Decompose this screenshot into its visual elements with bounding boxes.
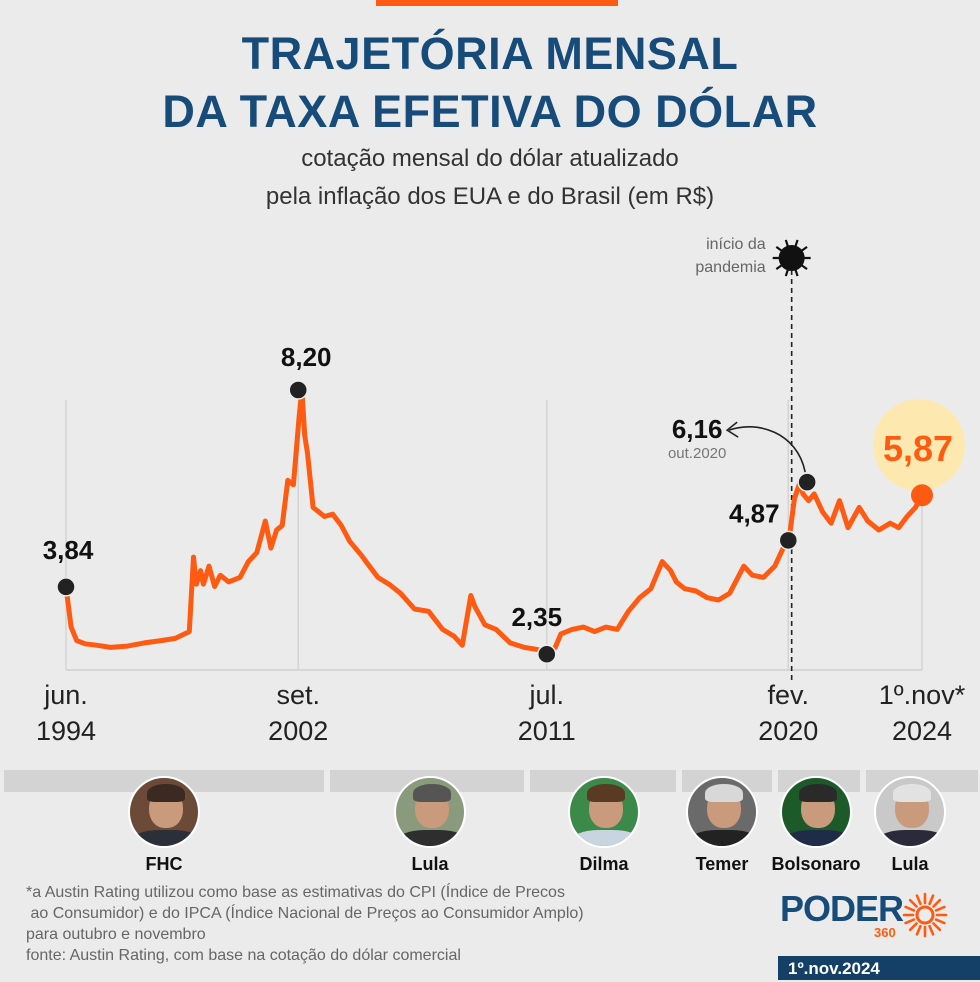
data-label: 3,84 <box>43 535 94 565</box>
x-tick-label: fev. <box>768 680 810 710</box>
avatar <box>874 776 946 848</box>
publication-date: 1º.nov.2024 <box>778 956 980 980</box>
data-point-marker <box>778 530 799 551</box>
data-label: 4,87 <box>729 498 780 528</box>
data-point-marker <box>288 380 308 400</box>
data-point-marker <box>56 577 76 597</box>
president-name: Bolsonaro <box>771 854 861 874</box>
data-label: 8,20 <box>281 342 332 372</box>
event-label-line1: início da <box>706 236 766 253</box>
x-tick-year: 1994 <box>36 716 96 746</box>
event-label-line2: pandemia <box>695 259 765 276</box>
president-name: Temer <box>695 854 749 874</box>
president-lula-2: Lula <box>855 776 965 875</box>
poder360-logo: PODER 360 <box>780 888 948 940</box>
data-label: 2,35 <box>511 602 562 632</box>
top-accent-bar <box>376 0 618 6</box>
subtitle-line-1: cotação mensal do dólar atualizado <box>301 145 679 172</box>
president-dilma: Dilma <box>549 776 659 875</box>
x-tick-year: 2020 <box>758 716 818 746</box>
president-bolsonaro: Bolsonaro <box>761 776 871 875</box>
x-tick-label: jul. <box>529 680 565 710</box>
series-line-dollar-rate <box>63 387 925 657</box>
footnote-line: para outubro e novembro <box>26 926 206 943</box>
sun-icon <box>902 892 948 938</box>
dollar-chart: jun. 1994 set. 2002 jul. 2011 fev. 2020 1º.nov* 2… <box>36 236 966 746</box>
footnote-line: *a Austin Rating utilizou como base as e… <box>26 884 565 901</box>
x-tick-year: 2002 <box>268 716 328 746</box>
footnote-line: ao Consumidor) e do IPCA (Índice Naciona… <box>26 905 584 922</box>
brand-name: PODER <box>780 888 904 929</box>
data-point-marker <box>797 472 817 492</box>
data-point-marker <box>537 644 557 664</box>
title-line-2: DA TAXA EFETIVA DO DÓLAR <box>162 86 818 137</box>
latest-value-highlight <box>873 399 965 491</box>
president-name: Lula <box>891 854 929 874</box>
president-lula-1: Lula <box>375 776 485 875</box>
data-sublabel: out.2020 <box>668 445 726 462</box>
data-point-marker <box>911 484 933 507</box>
virus-icon-body <box>778 245 805 271</box>
x-tick-label: set. <box>276 680 320 710</box>
title-line-1: TRAJETÓRIA MENSAL <box>241 28 739 79</box>
avatar <box>780 776 852 848</box>
annotation-arrow <box>728 426 806 473</box>
avatar <box>394 776 466 848</box>
data-label: 6,16 <box>672 414 723 444</box>
avatar <box>568 776 640 848</box>
annotation-arrowhead <box>725 421 739 438</box>
footnote: *a Austin Rating utilizou como base as e… <box>26 882 726 966</box>
x-tick-label: jun. <box>43 680 88 710</box>
data-label: 5,87 <box>883 428 953 469</box>
x-tick-label: 1º.nov* <box>879 680 966 710</box>
subtitle-line-2: pela inflação dos EUA e do Brasil (em R$… <box>265 183 715 210</box>
footnote-source: fonte: Austin Rating, com base na cotaçã… <box>26 947 461 964</box>
president-temer: Temer <box>667 776 777 875</box>
x-tick-year: 2011 <box>518 716 576 746</box>
avatar <box>128 776 200 848</box>
brand-360: 360 <box>874 925 896 940</box>
president-name: FHC <box>145 854 183 874</box>
avatar <box>686 776 758 848</box>
x-tick-year: 2024 <box>892 716 952 746</box>
president-fhc: FHC <box>109 776 219 875</box>
president-name: Dilma <box>579 854 629 874</box>
president-name: Lula <box>411 854 449 874</box>
